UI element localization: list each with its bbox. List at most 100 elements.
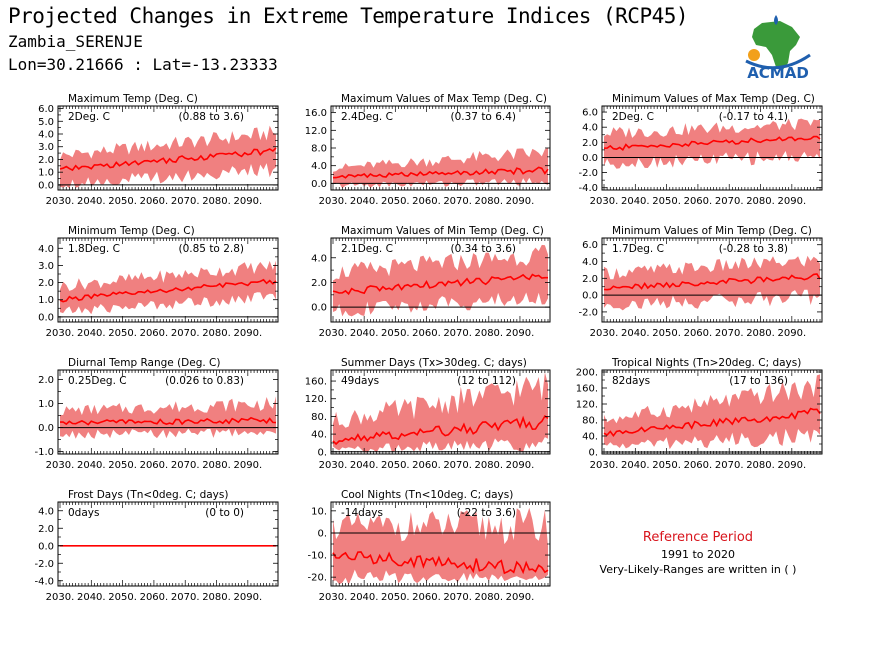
range-band	[333, 244, 548, 317]
y-tick-label: -20.	[307, 573, 327, 584]
y-tick-label: 5.0	[38, 117, 54, 128]
x-tick-label: 2030.	[319, 328, 348, 339]
x-tick-label: 2060.	[412, 460, 441, 471]
range-band	[60, 125, 276, 189]
y-tick-label: 0.0	[582, 153, 598, 164]
median-line	[603, 273, 821, 291]
y-tick-label: 12.0	[305, 126, 327, 137]
y-tick-label: 4.0	[582, 123, 598, 134]
y-tick-label: -10.	[307, 551, 327, 562]
x-tick-label: 2050.	[108, 460, 137, 471]
x-tick-label: 2090.	[234, 328, 263, 339]
x-tick-label: 2060.	[684, 460, 713, 471]
x-tick-label: 2070.	[715, 460, 744, 471]
x-tick-label: 2090.	[506, 460, 535, 471]
y-tick-label: 3.0	[38, 142, 54, 153]
chart-panel-11: 2030. 2040. 2050. 2060. 2070. 2080. 2090. 10. 0.…	[307, 489, 551, 603]
x-tick-label: 2030.	[46, 592, 75, 603]
x-tick-label: 2030.	[46, 196, 75, 207]
x-tick-label: 2040.	[77, 196, 106, 207]
range-label: (12 to 112)	[457, 375, 516, 387]
range-label: (0.026 to 0.83)	[165, 375, 244, 387]
range-band	[333, 147, 548, 189]
africa-map-icon	[752, 21, 800, 71]
plot-frame	[330, 369, 551, 455]
range-label: (0.85 to 2.8)	[179, 243, 245, 255]
reference-note: Very-Likely-Ranges are written in ( )	[599, 563, 797, 576]
y-tick-label: 4.0	[38, 244, 54, 255]
x-tick-label: 2040.	[621, 328, 650, 339]
range-label: (0.34 to 3.6)	[451, 243, 517, 255]
chart-title: Minimum Temp (Deg. C)	[68, 225, 195, 237]
range-band	[604, 118, 820, 169]
x-tick-label: 2090.	[778, 328, 807, 339]
x-tick-label: 2050.	[652, 328, 681, 339]
x-tick-label: 2030.	[46, 328, 75, 339]
x-tick-label: 2050.	[652, 460, 681, 471]
x-tick-label: 2030.	[319, 460, 348, 471]
y-tick-label: 200.	[576, 368, 598, 379]
range-label: (0 to 0)	[205, 507, 244, 519]
arc-icon	[745, 53, 811, 70]
range-band	[60, 396, 276, 439]
x-tick-label: 2080.	[474, 328, 503, 339]
y-tick-label: 0.0	[311, 303, 327, 314]
chart-title: Minimum Values of Max Temp (Deg. C)	[612, 93, 815, 105]
median-line	[332, 273, 548, 296]
change-value-label: 49days	[341, 375, 379, 387]
x-tick-label: 2070.	[171, 592, 200, 603]
range-label: (17 to 136)	[729, 375, 788, 387]
water-drop-icon	[774, 15, 778, 25]
y-tick-label: 4.0	[38, 506, 54, 517]
median-line	[332, 414, 549, 446]
x-tick-label: 2040.	[621, 460, 650, 471]
median-line	[332, 166, 549, 179]
x-tick-label: 2040.	[77, 460, 106, 471]
page-title: Projected Changes in Extreme Temperature…	[8, 4, 689, 28]
x-tick-label: 2050.	[381, 196, 410, 207]
chart-title: Summer Days (Tx>30deg. C; days)	[341, 357, 527, 369]
range-label: (0.37 to 6.4)	[451, 111, 517, 123]
x-tick-label: 2070.	[171, 196, 200, 207]
change-value-label: 0.25Deg. C	[68, 375, 127, 387]
x-tick-label: 2080.	[202, 460, 231, 471]
x-tick-label: 2080.	[474, 196, 503, 207]
median-line	[603, 407, 821, 438]
median-line	[59, 147, 277, 172]
y-tick-label: 0.	[588, 448, 598, 459]
x-tick-label: 2070.	[715, 196, 744, 207]
y-tick-label: 3.0	[38, 261, 54, 272]
y-tick-label: 0.0	[311, 179, 327, 190]
x-tick-label: 2050.	[381, 592, 410, 603]
y-tick-label: 10.	[311, 506, 327, 517]
change-value-label: 2.1Deg. C	[341, 243, 393, 255]
x-tick-label: 2060.	[412, 328, 441, 339]
reference-period-title: Reference Period	[642, 530, 754, 545]
x-tick-label: 2050.	[652, 196, 681, 207]
range-label: (-0.17 to 4.1)	[719, 111, 788, 123]
station-coordinates: Lon=30.21666 : Lat=-13.23333	[8, 55, 278, 74]
y-tick-label: 0.0	[38, 312, 54, 323]
x-tick-label: 2070.	[171, 328, 200, 339]
x-tick-label: 2070.	[443, 460, 472, 471]
range-label: (0.88 to 3.6)	[179, 111, 245, 123]
x-tick-label: 2080.	[746, 328, 775, 339]
chart-panel-8: 2030. 2040. 2050. 2060. 2070. 2080. 2090. 160. 1…	[305, 357, 551, 471]
x-tick-label: 2080.	[202, 196, 231, 207]
range-label: (-0.28 to 3.8)	[719, 243, 788, 255]
x-tick-label: 2050.	[381, 328, 410, 339]
y-tick-label: 0.	[317, 528, 327, 539]
x-tick-label: 2040.	[621, 196, 650, 207]
median-line	[603, 135, 821, 151]
x-tick-label: 2050.	[108, 196, 137, 207]
y-tick-label: 1.0	[38, 168, 54, 179]
x-tick-label: 2060.	[140, 460, 169, 471]
y-tick-label: 6.0	[38, 104, 54, 115]
y-tick-label: -1.0	[34, 447, 54, 458]
x-tick-label: 2040.	[77, 328, 106, 339]
reference-period-years: 1991 to 2020	[660, 548, 736, 561]
median-line	[59, 278, 277, 303]
range-band	[604, 374, 820, 450]
x-tick-label: 2080.	[202, 328, 231, 339]
